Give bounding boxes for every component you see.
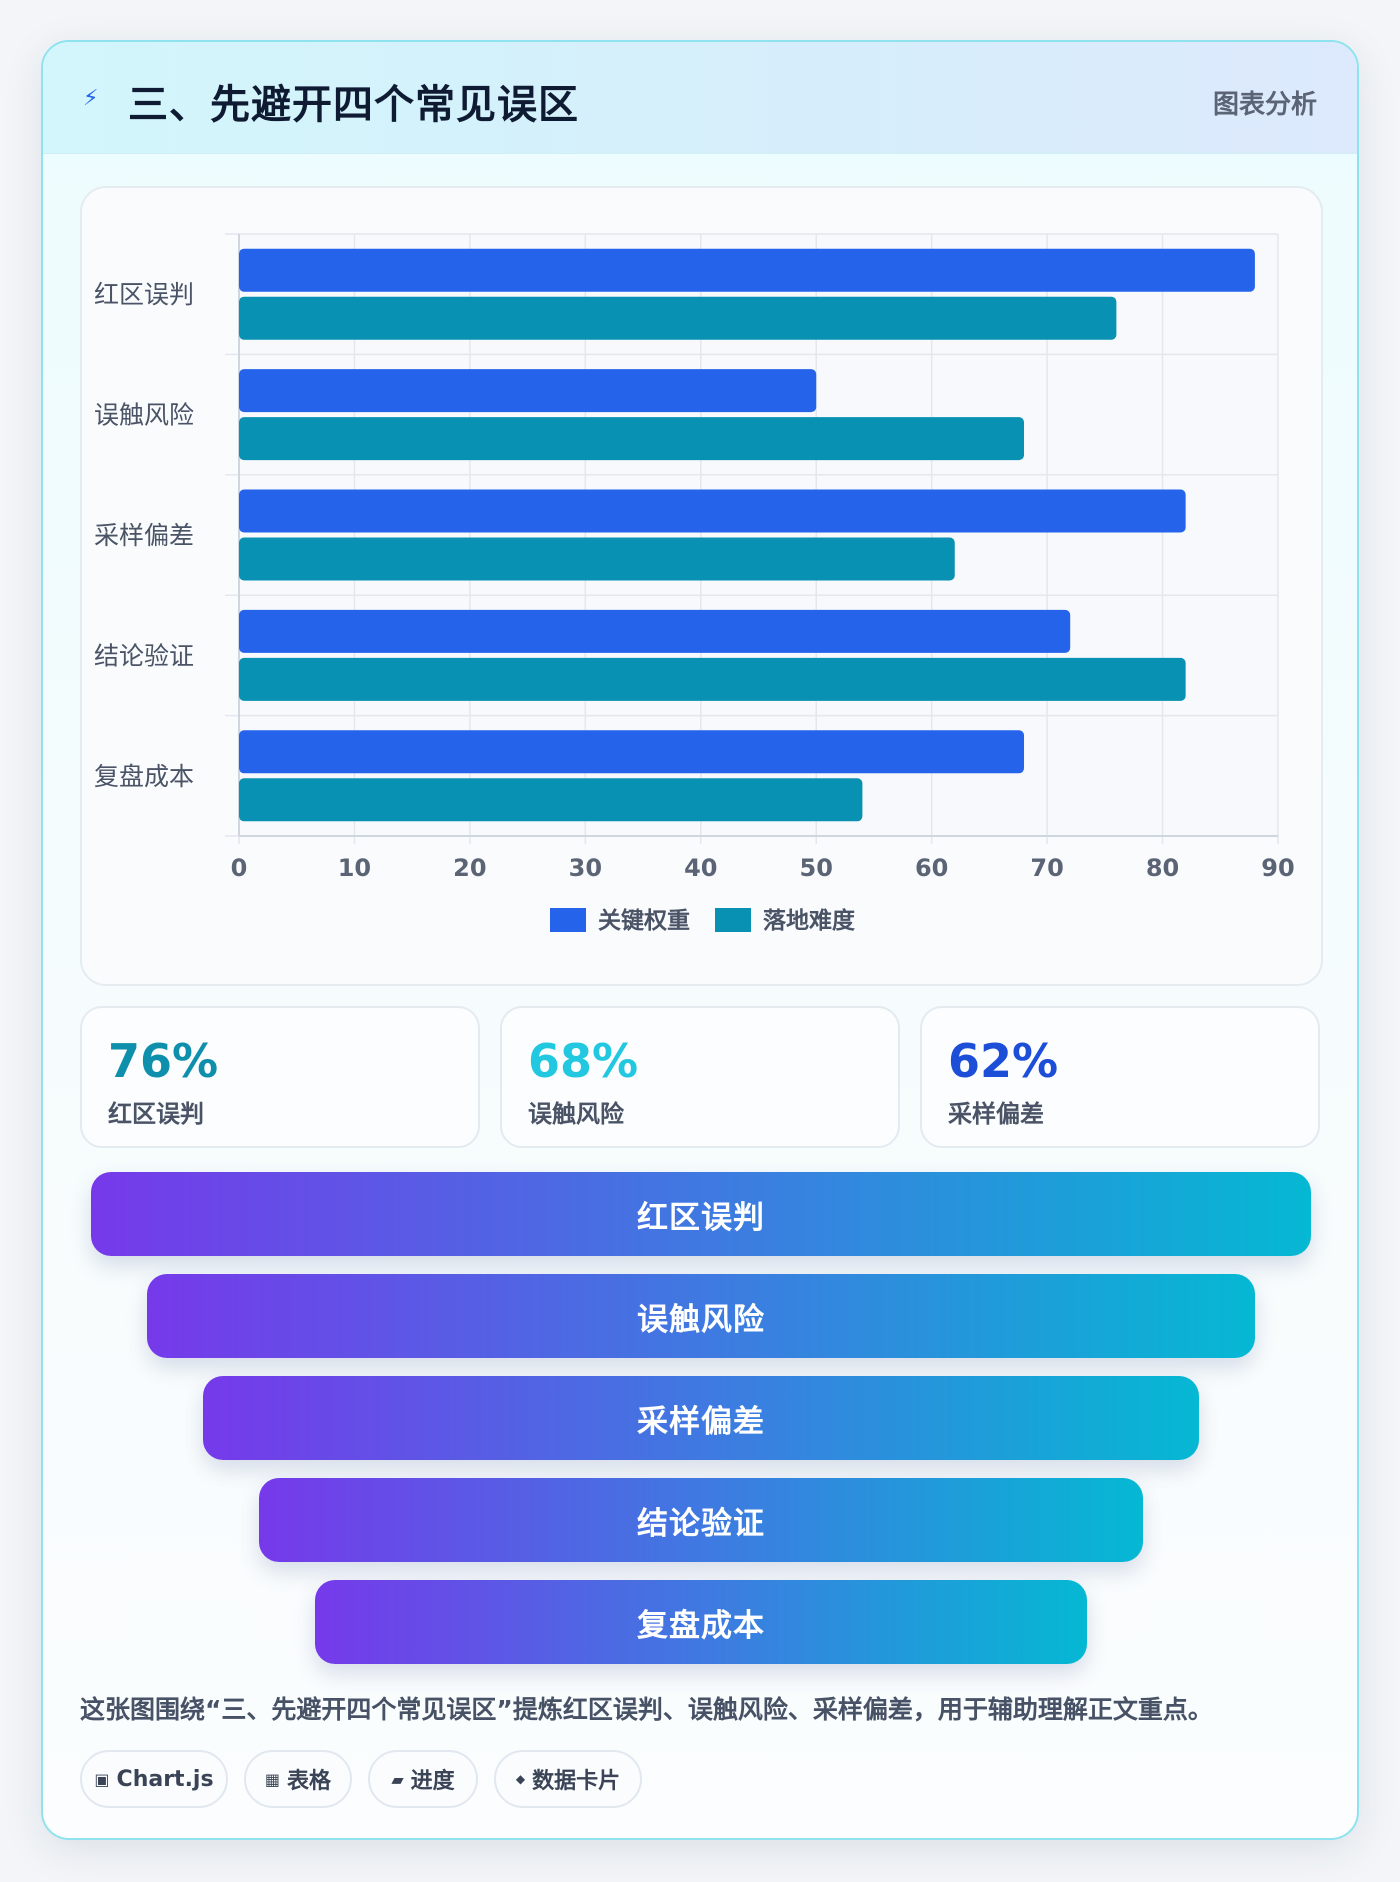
bar-2: [239, 417, 1025, 461]
funnel-step-1: 红区误判: [91, 1172, 1311, 1256]
funnel-step-5: 复盘成本: [315, 1580, 1087, 1664]
x-tick-label: 40: [684, 854, 717, 882]
bar-2: [239, 657, 1186, 701]
table-tag[interactable]: ▦ 表格: [244, 1750, 352, 1808]
table-icon: ▦: [264, 1769, 281, 1789]
page-title: 三、先避开四个常见误区: [128, 82, 579, 128]
x-tick-label: 30: [569, 854, 602, 882]
x-tick-label: 20: [453, 854, 486, 882]
funnel-step-2: 误触风险: [147, 1274, 1255, 1358]
legend-swatch: [550, 908, 586, 932]
y-category-label: 采样偏差: [94, 521, 194, 550]
lightning-icon: ⚡: [83, 86, 99, 111]
chart-analysis-tag: 图表分析: [1212, 90, 1317, 120]
x-tick-label: 70: [1030, 854, 1063, 882]
bar-1: [239, 609, 1071, 653]
stat-card-2: 68% 误触风险: [500, 1006, 900, 1148]
chartjs-tag[interactable]: ▣ Chart.js: [80, 1750, 228, 1808]
x-tick-label: 50: [800, 854, 833, 882]
funnel-step-4: 结论验证: [259, 1478, 1143, 1562]
x-tick-label: 80: [1146, 854, 1179, 882]
pill-label: 进度: [410, 1769, 455, 1794]
y-category-label: 复盘成本: [94, 762, 194, 791]
bar-2: [239, 296, 1117, 340]
chart-icon: ▣: [94, 1769, 110, 1789]
bar-2: [239, 537, 955, 581]
stat-label: 采样偏差: [948, 1100, 1044, 1128]
bar-2: [239, 778, 863, 822]
stat-value: 68%: [528, 1034, 639, 1088]
stat-value: 62%: [948, 1034, 1059, 1088]
progress-icon: ▰: [391, 1769, 404, 1789]
chart-panel: 0 10 20 30 40 50 60 70 80 90 红区误判误触风险采样偏差结论验证复盘成本关…: [80, 186, 1323, 986]
analysis-card: ⚡ 三、先避开四个常见误区 图表分析 0 10 20 30 40 50 60 70 80 90 红区…: [41, 40, 1359, 1840]
y-category-label: 误触风险: [94, 401, 194, 430]
stat-label: 误触风险: [528, 1100, 624, 1128]
pill-label: Chart.js: [116, 1766, 214, 1792]
x-tick-label: 90: [1261, 854, 1294, 882]
funnel-step-3: 采样偏差: [203, 1376, 1199, 1460]
x-tick-label: 0: [231, 854, 248, 882]
stat-card-3: 62% 采样偏差: [920, 1006, 1320, 1148]
bar-1: [239, 369, 817, 413]
stat-value: 76%: [108, 1034, 219, 1088]
bar-1: [239, 489, 1186, 533]
bar-1: [239, 730, 1025, 774]
legend-label: 落地难度: [763, 907, 856, 934]
legend-label: 关键权重: [598, 907, 690, 934]
x-tick-label: 60: [915, 854, 948, 882]
bar-chart: 0 10 20 30 40 50 60 70 80 90 红区误判误触风险采样偏差结论验证复盘成本关…: [94, 233, 1295, 934]
y-category-label: 红区误判: [94, 280, 194, 309]
legend-swatch: [715, 908, 751, 932]
pill-label: 数据卡片: [532, 1769, 621, 1794]
x-tick-label: 10: [338, 854, 371, 882]
progress-tag[interactable]: ▰ 进度: [368, 1750, 478, 1808]
data-card-icon: ◆: [515, 1772, 526, 1786]
stat-label: 红区误判: [108, 1100, 204, 1128]
pill-label: 表格: [287, 1769, 332, 1794]
chart-caption: 这张图围绕“三、先避开四个常见误区”提炼红区误判、误触风险、采样偏差，用于辅助理…: [80, 1695, 1213, 1724]
data-card-tag[interactable]: ◆ 数据卡片: [494, 1750, 642, 1808]
bar-1: [239, 248, 1255, 292]
y-category-label: 结论验证: [94, 641, 194, 670]
stat-card-1: 76% 红区误判: [80, 1006, 480, 1148]
card-header: ⚡ 三、先避开四个常见误区 图表分析: [43, 42, 1357, 154]
